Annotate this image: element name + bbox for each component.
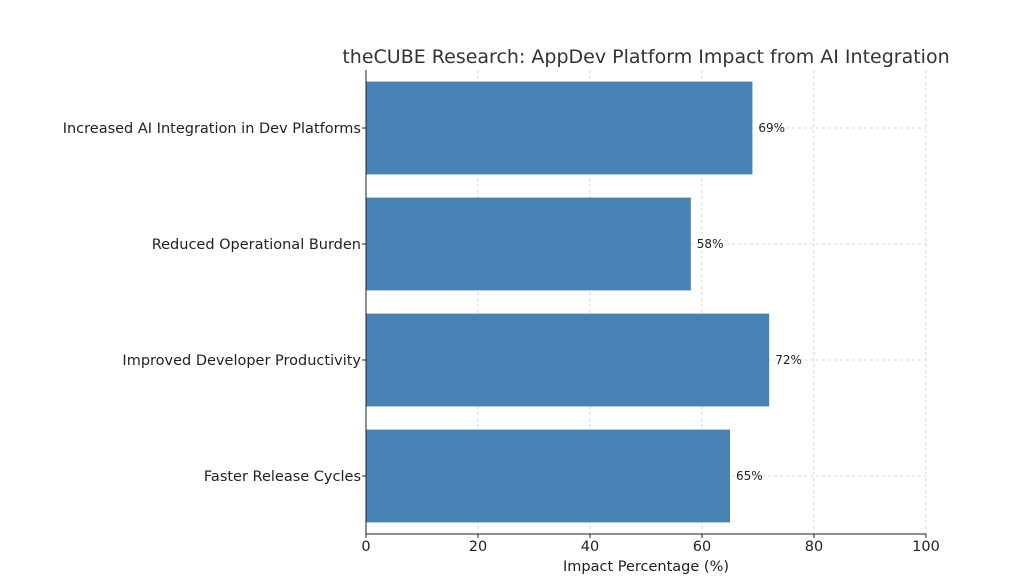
x-axis-label: Impact Percentage (%) — [563, 559, 729, 575]
axes: Increased AI Integration in Dev Platform… — [63, 70, 940, 555]
chart-title: theCUBE Research: AppDev Platform Impact… — [342, 46, 949, 68]
bars: 69% 58% 72% 65% — [366, 81, 802, 523]
category-label: Improved Developer Productivity — [122, 353, 361, 369]
bar-value-label: 58% — [697, 237, 724, 251]
x-tick-label: 0 — [361, 539, 370, 555]
bar-value-label: 65% — [736, 469, 763, 483]
bar-value-label: 69% — [758, 121, 785, 135]
x-tick-label: 60 — [693, 539, 711, 555]
category-label: Reduced Operational Burden — [152, 237, 361, 253]
bar — [366, 81, 753, 175]
bar — [366, 197, 691, 291]
bar — [366, 313, 770, 407]
category-label: Increased AI Integration in Dev Platform… — [63, 121, 361, 137]
x-tick-label: 80 — [805, 539, 823, 555]
x-tick-label: 100 — [912, 539, 940, 555]
category-label: Faster Release Cycles — [204, 469, 361, 485]
x-tick-label: 20 — [469, 539, 487, 555]
bar — [366, 429, 730, 523]
bar-value-label: 72% — [775, 353, 802, 367]
x-tick-label: 40 — [581, 539, 599, 555]
